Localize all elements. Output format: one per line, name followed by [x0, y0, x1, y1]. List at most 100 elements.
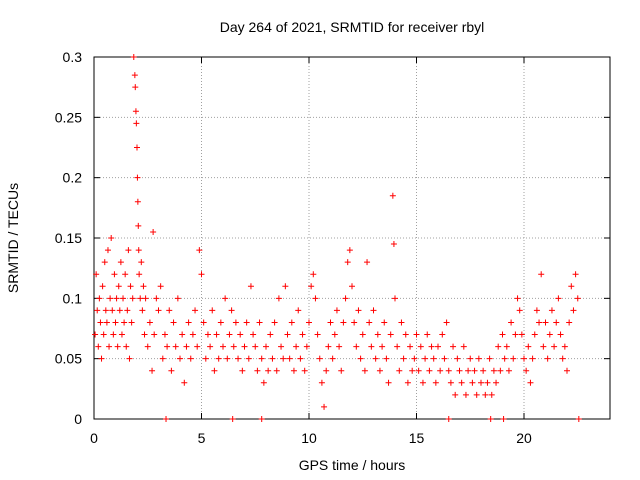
data-point [122, 271, 129, 278]
y-tick-label: 0.1 [63, 290, 83, 306]
data-point [555, 295, 562, 302]
data-point [267, 331, 274, 338]
data-point [282, 283, 289, 290]
data-point [196, 247, 203, 254]
data-point [172, 343, 179, 350]
x-axis-label: GPS time / hours [299, 457, 406, 473]
data-point [531, 331, 538, 338]
data-point [490, 367, 497, 374]
data-point [243, 319, 250, 326]
data-point [161, 331, 168, 338]
data-point [501, 355, 508, 362]
data-point [306, 319, 312, 326]
data-point [99, 283, 106, 290]
data-point [364, 259, 371, 266]
data-point [202, 355, 209, 362]
data-point [290, 367, 297, 374]
data-point [107, 295, 114, 302]
x-tick-label: 20 [516, 430, 532, 446]
data-point [503, 343, 510, 350]
data-point [316, 355, 323, 362]
data-point [207, 343, 214, 350]
data-point [411, 355, 418, 362]
data-point [488, 391, 495, 398]
data-point [392, 295, 398, 302]
y-tick-label: 0.25 [55, 109, 82, 125]
data-point [426, 367, 433, 374]
data-point [211, 367, 218, 374]
data-point [108, 235, 115, 241]
data-point [396, 367, 403, 374]
data-point [101, 259, 108, 266]
data-point [134, 144, 140, 151]
data-point [170, 319, 177, 326]
data-point [469, 379, 476, 386]
data-point [428, 343, 435, 350]
data-point [525, 343, 532, 350]
data-point [398, 319, 405, 326]
data-point [254, 367, 261, 374]
data-point [275, 295, 282, 302]
data-point [551, 343, 558, 350]
y-tick-labels: 0 0.05 0.1 0.15 0.2 0.25 0.3 [55, 49, 82, 427]
data-point [106, 343, 113, 350]
x-tick-label: 10 [301, 430, 317, 446]
data-point [536, 319, 543, 326]
data-point [331, 331, 338, 338]
data-point [430, 355, 437, 362]
data-point [138, 259, 145, 266]
data-point [286, 355, 293, 362]
y-tick-label: 0.3 [63, 49, 83, 65]
data-point [467, 355, 474, 362]
data-point [344, 259, 351, 266]
data-point [437, 367, 444, 374]
data-point [95, 343, 102, 350]
data-point [323, 367, 330, 374]
data-point [260, 379, 267, 386]
data-point [295, 307, 302, 314]
data-point [495, 343, 502, 350]
data-point [333, 307, 340, 314]
data-point [566, 319, 573, 326]
data-point [258, 416, 265, 422]
data-point [111, 271, 118, 278]
data-point [135, 222, 142, 229]
data-point [308, 283, 315, 290]
data-point [104, 247, 111, 254]
data-point [124, 307, 131, 314]
data-point [263, 343, 269, 350]
data-point [548, 307, 555, 314]
data-point [187, 355, 194, 362]
data-point [185, 319, 192, 326]
data-point [400, 355, 407, 362]
data-point [116, 307, 123, 314]
x-tick-label: 15 [409, 430, 425, 446]
data-point [247, 283, 254, 290]
data-point [338, 367, 345, 374]
data-point [486, 355, 493, 362]
data-point [139, 307, 146, 314]
data-point [353, 343, 360, 350]
data-point [118, 331, 125, 338]
data-point [417, 343, 424, 350]
data-point [385, 379, 392, 386]
data-point [126, 355, 133, 362]
data-point [487, 416, 494, 422]
data-point [310, 271, 317, 278]
data-point [340, 319, 347, 326]
data-point [293, 343, 300, 350]
data-point [493, 379, 500, 386]
data-point [194, 343, 201, 350]
data-point [505, 367, 512, 374]
data-point [189, 331, 196, 338]
data-point [113, 295, 120, 302]
data-point [241, 343, 248, 350]
data-point [529, 355, 536, 362]
data-point [342, 295, 349, 302]
data-point [544, 355, 551, 362]
data-point [131, 72, 138, 79]
data-point [222, 295, 229, 302]
data-point [177, 355, 183, 362]
data-point [452, 391, 459, 398]
data-point [204, 331, 211, 338]
